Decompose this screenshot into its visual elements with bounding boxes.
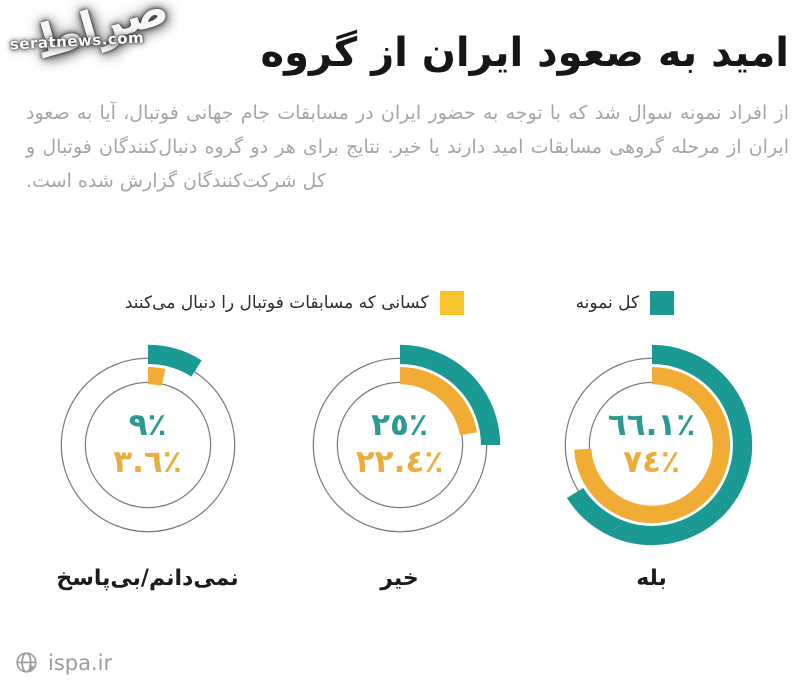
followers-value: ٧٤٪ [623, 444, 680, 481]
outer-ring-track [60, 357, 235, 532]
total-sample-value: ٢٥٪ [371, 407, 428, 444]
donut-chart: ٩٪ ٣.٦٪ نمی‌دانم/بی‌پاسخ [42, 339, 254, 591]
donut-charts-row: ٦٦.١٪ ٧٤٪ بله ٢٥٪ ٢٢.٤٪ خیر [0, 339, 799, 591]
legend-label-followers: کسانی که مسابقات فوتبال را دنبال می‌کنند [124, 292, 429, 313]
donut-category-label: بله [636, 565, 667, 591]
followers-arc [69, 366, 226, 523]
total-sample-value: ٩٪ [128, 407, 167, 444]
followers-value: ٣.٦٪ [113, 444, 182, 481]
legend-label-total: کل نمونه [575, 292, 640, 313]
legend-item-followers: کسانی که مسابقات فوتبال را دنبال می‌کنند [124, 290, 464, 315]
legend-swatch-total [650, 290, 675, 315]
page-title: امید به صعود ایران از گروه [260, 30, 789, 76]
donut-rings [47, 344, 248, 545]
donut-rings [551, 344, 752, 545]
donut-chart: ٦٦.١٪ ٧٤٪ بله [546, 339, 758, 591]
total-sample-arc [47, 344, 248, 545]
donut-rings [299, 344, 500, 545]
total-sample-value: ٦٦.١٪ [607, 407, 696, 444]
followers-arc [321, 366, 478, 523]
survey-description: از افراد نمونه سوال شد که با توجه به حضو… [26, 102, 789, 193]
total-sample-arc [299, 344, 500, 545]
ispa-url: ispa.ir [48, 651, 113, 675]
followers-value: ٢٢.٤٪ [355, 444, 444, 481]
donut-category-label: خیر [380, 565, 419, 591]
donut-chart: ٢٥٪ ٢٢.٤٪ خیر [294, 339, 506, 591]
globe-icon [16, 652, 37, 673]
total-sample-arc [551, 344, 752, 545]
followers-arc [573, 366, 730, 523]
footer: ispa.ir [14, 650, 112, 676]
legend-swatch-followers [439, 290, 464, 315]
legend-item-total-sample: کل نمونه [575, 290, 675, 315]
legend: کل نمونه کسانی که مسابقات فوتبال را دنبا… [0, 290, 799, 315]
content-area: امید به صعود ایران از گروه از افراد نمون… [0, 30, 799, 591]
donut-category-label: نمی‌دانم/بی‌پاسخ [56, 565, 239, 591]
